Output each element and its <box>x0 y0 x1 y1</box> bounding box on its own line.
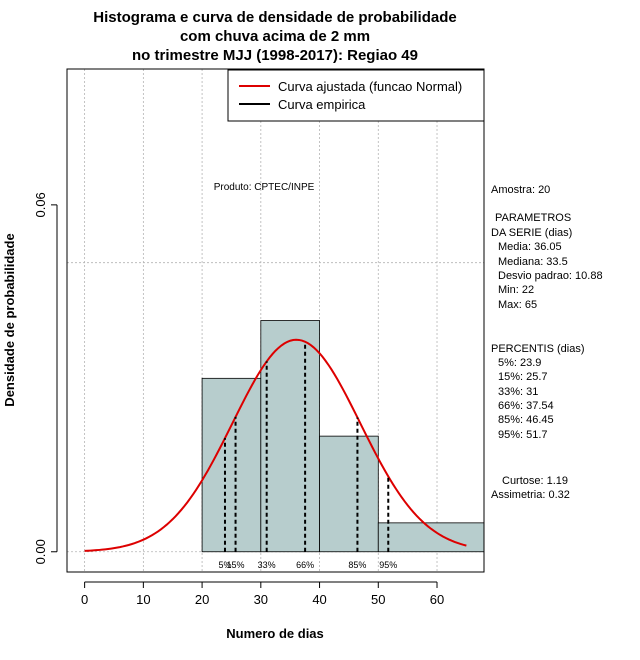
x-tick-label-30: 30 <box>254 592 268 607</box>
legend-label-empirical-curve: Curva empirica <box>278 97 366 112</box>
stat-min: Min: 22 <box>498 284 534 296</box>
y-axis-label: Densidade de probabilidade <box>2 233 17 406</box>
percentile-label-85: 85% <box>348 560 366 570</box>
percentile-label-33: 33% <box>258 560 276 570</box>
x-tick-label-40: 40 <box>312 592 326 607</box>
percentile-label-5: 5% <box>218 560 231 570</box>
chart-title-line-1: Histograma e curva de densidade de proba… <box>93 9 456 26</box>
percentile-label-66: 66% <box>296 560 314 570</box>
x-tick-label-0: 0 <box>81 592 88 607</box>
plot-frame <box>66 68 485 573</box>
percentile-label-15: 15% <box>227 560 245 570</box>
percentile-95: 95%: 51.7 <box>498 429 548 441</box>
stat-max: Max: 65 <box>498 299 537 311</box>
x-tick-label-50: 50 <box>371 592 385 607</box>
stat-mean: Media: 36.05 <box>498 241 562 253</box>
stat-std-dev: Desvio padrao: 10.88 <box>498 270 603 282</box>
chart-title-line-3: no trimestre MJJ (1998-2017): Regiao 49 <box>132 47 418 64</box>
params-header-2: DA SERIE (dias) <box>491 227 572 239</box>
stat-kurtosis: Curtose: 1.19 <box>502 475 568 487</box>
y-tick-label-1: 0.06 <box>33 192 48 217</box>
stat-median: Mediana: 33.5 <box>498 256 568 268</box>
stat-skewness: Assimetria: 0.32 <box>491 489 570 501</box>
sample-size: Amostra: 20 <box>491 184 550 196</box>
product-annotation: Produto: CPTEC/INPE <box>214 182 315 193</box>
legend: Curva ajustada (funcao Normal) Curva emp… <box>227 69 485 122</box>
percentiles-header: PERCENTIS (dias) <box>491 343 585 355</box>
histogram-bar-4 <box>377 522 485 553</box>
percentile-15: 15%: 25.7 <box>498 371 548 383</box>
percentile-label-95: 95% <box>379 560 397 570</box>
fitted-normal-curve <box>84 338 467 552</box>
y-tick-label-0: 0.00 <box>33 539 48 564</box>
percentile-5: 5%: 23.9 <box>498 357 541 369</box>
chart-title-line-2: com chuva acima de 2 mm <box>180 28 370 45</box>
histogram-bar-3 <box>319 435 379 553</box>
x-tick-label-20: 20 <box>195 592 209 607</box>
legend-box <box>227 69 485 122</box>
params-header-1: PARAMETROS <box>495 212 571 224</box>
x-axis-label: Numero de dias <box>226 626 324 641</box>
percentile-33: 33%: 31 <box>498 386 538 398</box>
percentile-66: 66%: 37.54 <box>498 400 554 412</box>
legend-label-fitted-curve: Curva ajustada (funcao Normal) <box>278 79 462 94</box>
x-tick-label-10: 10 <box>136 592 150 607</box>
histogram-bar-2 <box>260 320 320 553</box>
percentile-85: 85%: 46.45 <box>498 414 554 426</box>
x-tick-label-60: 60 <box>430 592 444 607</box>
statistics-panel: Amostra: 20 PARAMETROS DA SERIE (dias) M… <box>491 184 603 501</box>
